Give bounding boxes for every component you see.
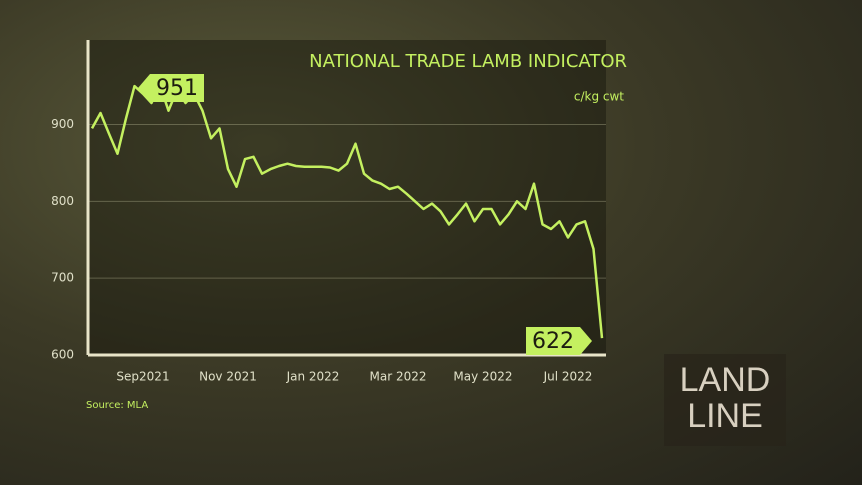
chart-title: NATIONAL TRADE LAMB INDICATOR bbox=[309, 51, 627, 72]
x-tick-label: May 2022 bbox=[453, 370, 512, 384]
logo: LINE bbox=[687, 397, 763, 435]
source: Source: MLA bbox=[86, 400, 148, 411]
x-tick-label: Jul 2022 bbox=[543, 370, 593, 384]
logo-box bbox=[664, 354, 786, 446]
annotation-tag bbox=[138, 74, 204, 102]
x-tick-label: Nov 2021 bbox=[199, 370, 257, 384]
logo: LAND bbox=[680, 361, 771, 399]
y-tick-label: 600 bbox=[51, 348, 74, 362]
x-tick-label: Jan 2022 bbox=[286, 370, 340, 384]
x-tick-label: Sep2021 bbox=[116, 370, 169, 384]
y-tick-label: 700 bbox=[51, 271, 74, 285]
x-tick-label: Mar 2022 bbox=[370, 370, 427, 384]
annotation-label: 622 bbox=[532, 329, 574, 354]
chart-subtitle: c/kg cwt bbox=[574, 90, 624, 104]
y-tick-label: 800 bbox=[51, 194, 74, 208]
y-tick-label: 900 bbox=[51, 117, 74, 131]
annotation-tag bbox=[526, 327, 592, 355]
annotation-label: 951 bbox=[156, 76, 198, 101]
